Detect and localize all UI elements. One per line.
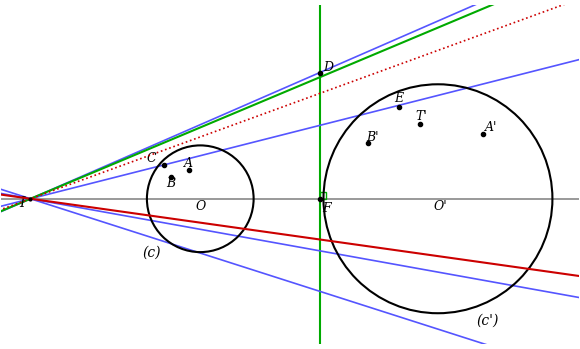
Text: O: O: [195, 200, 206, 213]
Text: D: D: [324, 61, 334, 74]
Text: E: E: [394, 92, 404, 105]
Text: (c'): (c'): [477, 314, 499, 328]
Text: C: C: [147, 152, 157, 165]
Text: B: B: [166, 177, 175, 190]
Text: F: F: [322, 202, 331, 215]
Text: (c): (c): [142, 246, 161, 260]
Bar: [320, 192, 327, 199]
Text: O': O': [433, 200, 447, 213]
Text: T': T': [416, 110, 427, 123]
Text: B': B': [366, 131, 379, 143]
Text: I: I: [19, 195, 24, 209]
Text: A': A': [484, 121, 497, 134]
Text: A: A: [184, 157, 193, 170]
